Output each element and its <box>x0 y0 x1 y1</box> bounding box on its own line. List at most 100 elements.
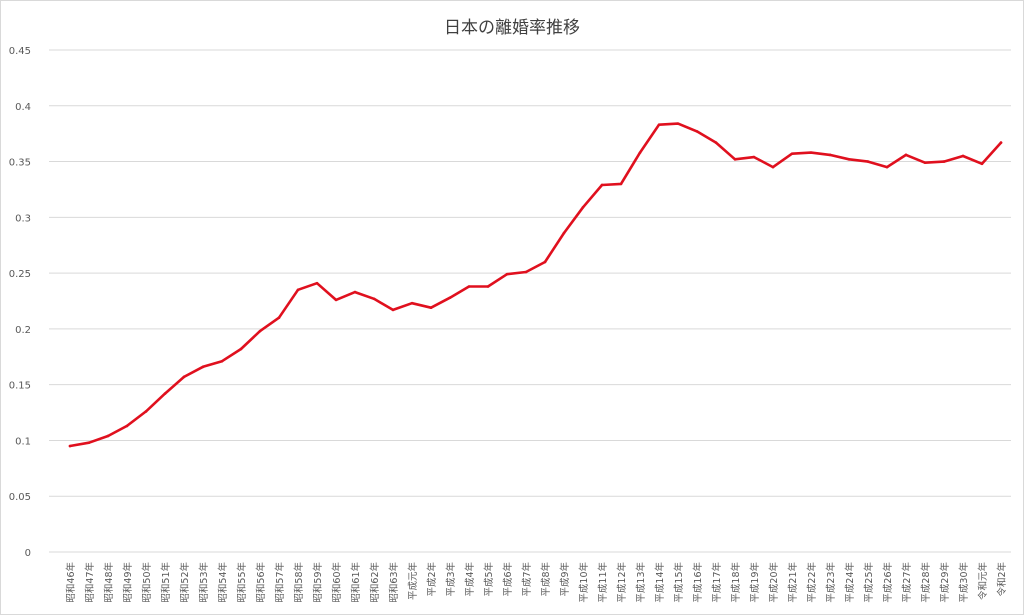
y-tick-label: 0.45 <box>9 46 31 57</box>
x-tick-label: 平成3年 <box>445 562 457 597</box>
y-tick-label: 0.05 <box>9 492 31 503</box>
x-tick-label: 平成5年 <box>483 562 495 597</box>
x-tick-label: 平成16年 <box>692 562 704 603</box>
data-point <box>87 441 91 444</box>
x-tick-label: 昭和63年 <box>388 562 400 603</box>
data-point <box>448 296 452 299</box>
gridlines <box>49 49 1011 553</box>
data-point <box>999 141 1003 144</box>
data-point <box>790 152 794 156</box>
y-tick-label: 0.2 <box>15 325 31 336</box>
x-tick-label: 昭和59年 <box>312 562 324 603</box>
x-tick-label: 昭和48年 <box>103 562 115 603</box>
x-tick-label: 平成26年 <box>882 562 894 603</box>
data-point <box>334 298 338 302</box>
data-point <box>581 205 585 209</box>
x-tick-label: 平成元年 <box>407 562 419 601</box>
data-point <box>315 281 319 285</box>
y-tick-label: 0.25 <box>9 269 31 280</box>
x-tick-label: 昭和53年 <box>198 562 210 603</box>
x-tick-label: 昭和52年 <box>179 562 191 603</box>
x-tick-label: 平成21年 <box>787 562 799 603</box>
x-tick-label: 平成11年 <box>597 562 609 603</box>
x-tick-label: 平成20年 <box>768 562 780 603</box>
x-tick-label: 令和2年 <box>996 562 1008 597</box>
x-tick-label: 平成28年 <box>920 562 932 603</box>
x-tick-label: 平成7年 <box>521 562 533 597</box>
y-axis-ticks: 0 0.05 0.1 0.15 0.2 0.25 0.3 0.35 0.4 0.45 <box>9 46 31 559</box>
data-point <box>885 165 889 169</box>
data-point <box>277 316 281 320</box>
data-point <box>524 270 528 274</box>
x-tick-label: 平成30年 <box>958 562 970 603</box>
data-point <box>486 285 490 288</box>
x-tick-label: 平成4年 <box>464 562 476 597</box>
x-tick-label: 平成19年 <box>749 562 761 603</box>
x-axis-ticks: 昭和46年 昭和47年 昭和48年 昭和49年 昭和50年 昭和51年 昭和52年 昭和53年… <box>65 562 1008 603</box>
x-tick-label: 令和元年 <box>977 562 989 601</box>
data-point <box>125 424 129 428</box>
x-tick-label: 昭和54年 <box>217 562 229 603</box>
x-tick-label: 昭和46年 <box>65 562 77 603</box>
data-point <box>429 306 433 309</box>
data-point <box>619 182 623 186</box>
x-tick-label: 平成27年 <box>901 562 913 603</box>
data-point <box>676 122 680 125</box>
x-tick-label: 平成15年 <box>673 562 685 603</box>
y-tick-label: 0.3 <box>15 213 31 224</box>
data-point <box>562 231 566 235</box>
y-tick-label: 0.4 <box>15 102 31 113</box>
chart-title: 日本の離婚率推移 <box>444 18 580 38</box>
x-tick-label: 昭和61年 <box>350 562 362 603</box>
x-tick-label: 昭和51年 <box>160 562 172 603</box>
x-tick-label: 平成2年 <box>426 562 438 597</box>
data-point <box>296 288 300 292</box>
x-tick-label: 平成25年 <box>863 562 875 603</box>
x-tick-label: 平成17年 <box>711 562 723 603</box>
data-point <box>942 160 946 163</box>
data-point <box>68 444 72 448</box>
data-point <box>258 329 262 333</box>
x-tick-label: 平成23年 <box>825 562 837 603</box>
data-point <box>353 290 357 294</box>
data-point <box>923 161 927 164</box>
y-tick-label: 0.15 <box>9 381 31 392</box>
x-tick-label: 平成12年 <box>616 562 628 603</box>
data-point <box>201 365 205 369</box>
data-point <box>961 154 965 158</box>
x-tick-label: 昭和55年 <box>236 562 248 603</box>
data-point <box>106 434 110 438</box>
data-point <box>163 392 167 395</box>
y-tick-label: 0 <box>25 548 31 559</box>
data-point <box>410 301 414 305</box>
data-point <box>752 155 756 159</box>
data-point <box>847 158 851 161</box>
x-tick-label: 昭和58年 <box>293 562 305 603</box>
x-tick-label: 平成10年 <box>578 562 590 603</box>
x-tick-label: 平成13年 <box>635 562 647 603</box>
x-tick-label: 昭和49年 <box>122 562 134 603</box>
x-tick-label: 平成24年 <box>844 562 856 603</box>
data-point <box>771 165 775 169</box>
data-point <box>543 260 547 264</box>
data-point <box>372 297 376 301</box>
data-point <box>467 285 471 288</box>
data-point <box>638 151 642 154</box>
data-point <box>505 272 509 276</box>
x-tick-label: 昭和57年 <box>274 562 286 603</box>
data-point <box>695 130 699 133</box>
y-tick-label: 0.35 <box>9 158 31 169</box>
data-point <box>600 183 604 187</box>
data-point <box>657 123 661 127</box>
data-point <box>809 151 813 154</box>
data-point <box>144 410 148 413</box>
x-tick-label: 平成8年 <box>540 562 552 597</box>
data-point <box>391 308 395 312</box>
series-group <box>68 122 1003 448</box>
data-point <box>220 359 224 363</box>
x-tick-label: 平成22年 <box>806 562 818 603</box>
x-tick-label: 昭和62年 <box>369 562 381 603</box>
x-tick-label: 昭和60年 <box>331 562 343 603</box>
